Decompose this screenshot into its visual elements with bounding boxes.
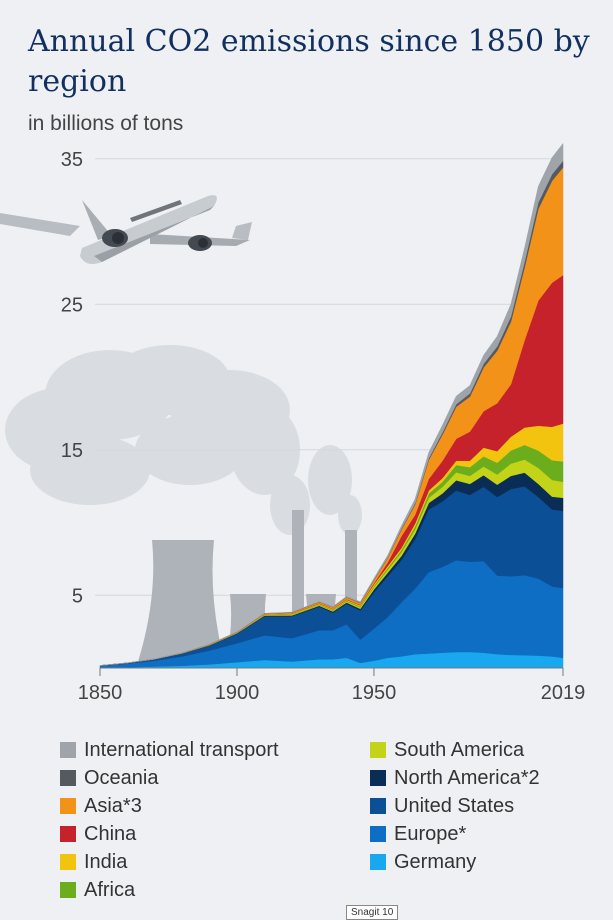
legend-item-europe: Europe* xyxy=(370,820,540,848)
legend-swatch xyxy=(60,826,76,842)
legend-swatch xyxy=(60,770,76,786)
legend-item-international-transport: International transport xyxy=(60,736,279,764)
legend-label: Asia*3 xyxy=(84,794,142,817)
legend-right: South America North America*2 United Sta… xyxy=(370,736,540,876)
legend-item-asia: Asia*3 xyxy=(60,792,279,820)
y-tick-label: 5 xyxy=(72,585,83,607)
y-tick-label: 35 xyxy=(61,149,83,171)
x-tick-label: 1950 xyxy=(352,682,397,704)
legend-label: China xyxy=(84,822,137,845)
legend-swatch xyxy=(370,770,386,786)
airplane-icon xyxy=(0,195,252,264)
x-tick-label: 1900 xyxy=(215,682,260,704)
legend-label: Europe* xyxy=(394,822,467,845)
legend-label: North America*2 xyxy=(394,766,540,789)
legend-label: South America xyxy=(394,738,525,761)
legend-swatch xyxy=(370,798,386,814)
legend-item-north-america: North America*2 xyxy=(370,764,540,792)
legend-item-germany: Germany xyxy=(370,848,540,876)
legend-item-south-america: South America xyxy=(370,736,540,764)
x-tick-label: 2019 xyxy=(541,682,586,704)
legend-swatch xyxy=(60,882,76,898)
legend-item-africa: Africa xyxy=(60,876,279,904)
legend-label: Africa xyxy=(84,878,136,901)
legend-swatch xyxy=(370,826,386,842)
legend-label: International transport xyxy=(84,738,279,761)
legend-swatch xyxy=(60,742,76,758)
legend-label: India xyxy=(84,850,128,873)
legend-label: United States xyxy=(394,794,515,817)
legend-swatch xyxy=(370,854,386,870)
y-tick-label: 25 xyxy=(61,294,83,316)
legend-item-united-states: United States xyxy=(370,792,540,820)
legend-label: Germany xyxy=(394,850,477,873)
y-axis-ticks: 5 15 25 35 xyxy=(61,149,83,608)
legend-swatch xyxy=(370,742,386,758)
x-axis-ticks: 1850 1900 1950 2019 xyxy=(78,667,586,704)
smoke-icon xyxy=(5,345,362,535)
x-tick-label: 1850 xyxy=(78,682,123,704)
chart-title: Annual CO2 emissions since 1850 by regio… xyxy=(28,24,590,99)
legend-left: International transport Oceania Asia*3 C… xyxy=(60,736,279,904)
area-international-transport xyxy=(99,142,564,666)
legend-label: Oceania xyxy=(84,766,159,789)
stacked-area-chart: 5 15 25 35 1850 1900 1950 2019 xyxy=(0,142,586,704)
legend-item-oceania: Oceania xyxy=(60,764,279,792)
chart-subtitle: in billions of tons xyxy=(28,112,184,135)
areas xyxy=(99,142,564,669)
y-tick-label: 15 xyxy=(61,440,83,462)
legend-item-india: India xyxy=(60,848,279,876)
legend-item-china: China xyxy=(60,820,279,848)
legend-swatch xyxy=(60,798,76,814)
legend-swatch xyxy=(60,854,76,870)
